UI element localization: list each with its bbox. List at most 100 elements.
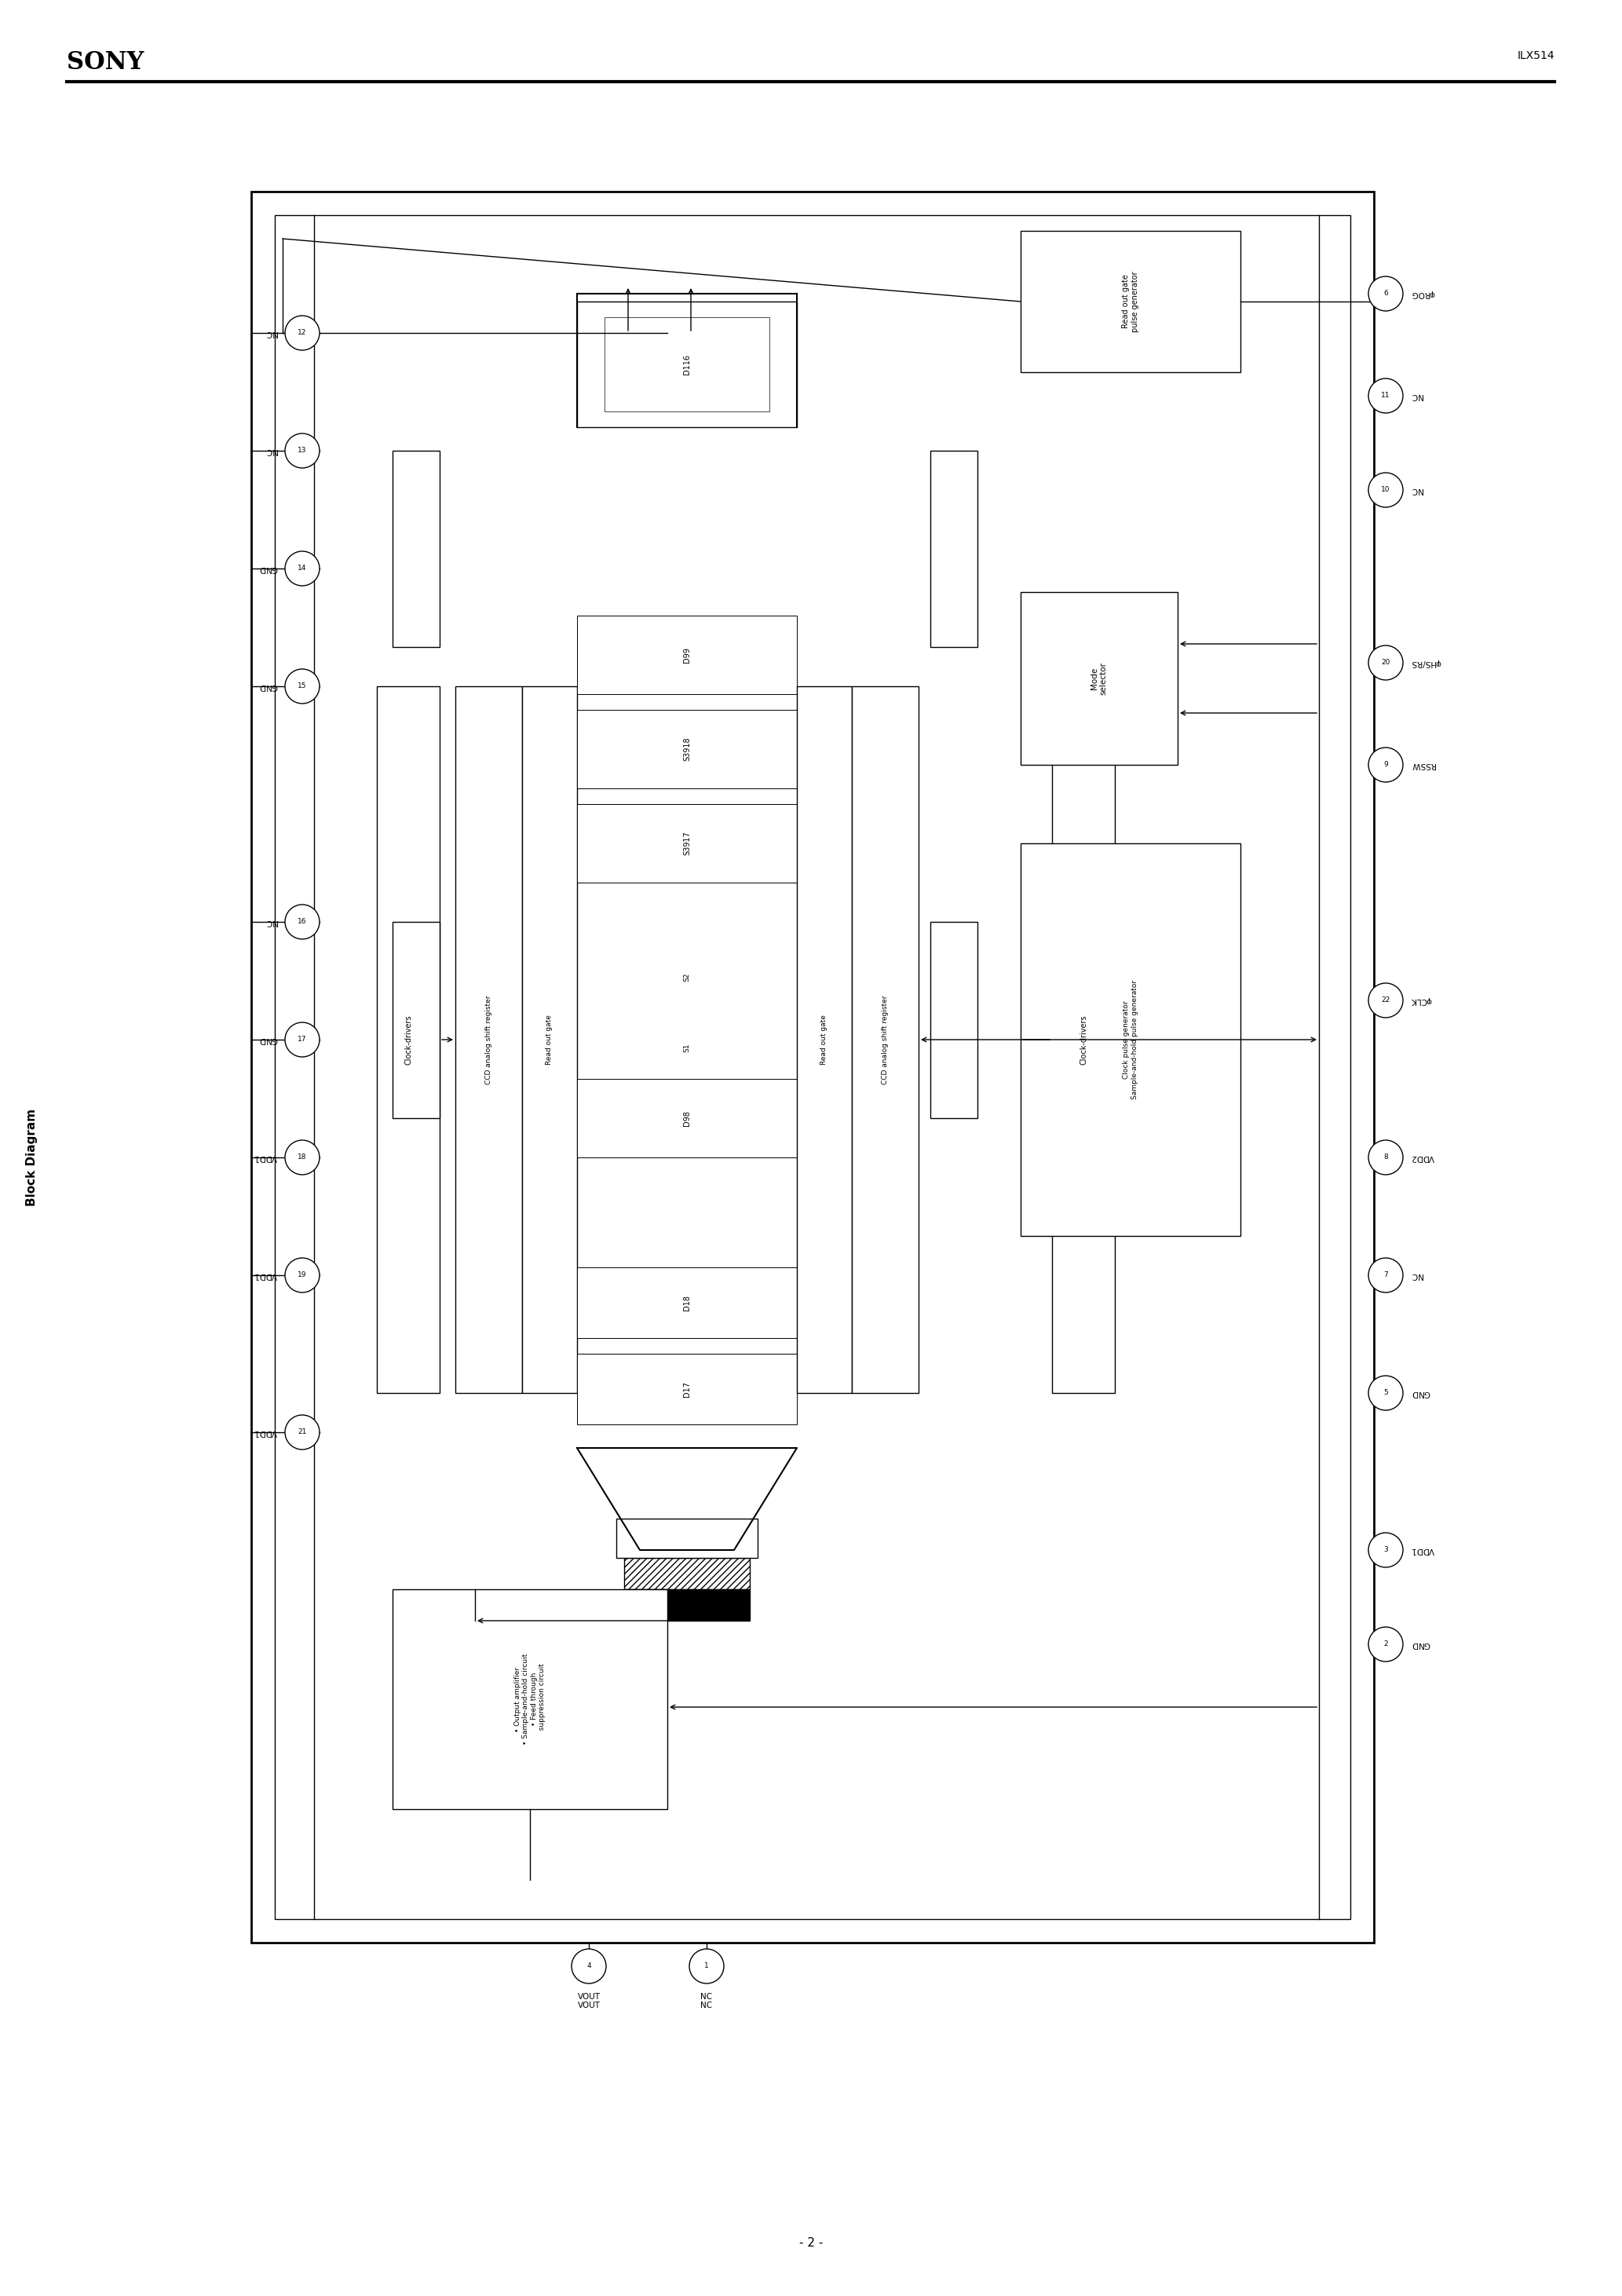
Circle shape [1369, 645, 1403, 680]
Bar [251, 191, 1374, 1942]
Bar [577, 709, 796, 788]
Text: ILX514: ILX514 [1517, 51, 1554, 62]
Text: 9: 9 [1384, 762, 1388, 769]
Text: 17: 17 [298, 1035, 307, 1042]
Text: 6: 6 [1384, 289, 1388, 296]
Text: 11: 11 [1382, 393, 1390, 400]
Text: VDD1: VDD1 [253, 1428, 277, 1437]
Text: D98: D98 [683, 1111, 691, 1125]
Text: 13: 13 [298, 448, 307, 455]
Bar [393, 923, 440, 1118]
Bar [624, 1589, 749, 1621]
Text: GND: GND [258, 1035, 277, 1045]
Text: 8: 8 [1384, 1155, 1388, 1162]
Text: D116: D116 [683, 354, 691, 374]
Text: D99: D99 [683, 647, 691, 664]
Circle shape [285, 1141, 320, 1176]
Circle shape [689, 1949, 723, 1984]
Text: GND: GND [258, 682, 277, 691]
Text: NC: NC [1411, 1272, 1422, 1279]
Bar [577, 1355, 796, 1424]
Bar [393, 1589, 667, 1809]
Bar [796, 687, 852, 1394]
Text: 1: 1 [704, 1963, 709, 1970]
Bar [1053, 687, 1114, 1394]
Text: Block Diagram: Block Diagram [26, 1109, 37, 1205]
Text: Clock pulse generator
Sample-and-hold pulse generator: Clock pulse generator Sample-and-hold pu… [1122, 980, 1139, 1100]
Bar [577, 1079, 796, 1157]
Text: • Output amplifier
• Sample-and-hold circuit
• Feed through
  suppression circui: • Output amplifier • Sample-and-hold cir… [514, 1653, 545, 1745]
Text: 4: 4 [587, 1963, 590, 1970]
Text: S3918: S3918 [683, 737, 691, 762]
Circle shape [285, 905, 320, 939]
Text: D17: D17 [683, 1382, 691, 1396]
Text: NC: NC [1411, 487, 1422, 494]
Circle shape [285, 668, 320, 703]
Text: 15: 15 [298, 682, 307, 689]
Circle shape [1369, 1375, 1403, 1410]
Text: GND: GND [258, 565, 277, 572]
Text: NC: NC [266, 328, 277, 338]
Text: NC: NC [266, 918, 277, 925]
Text: 16: 16 [298, 918, 307, 925]
Bar [1020, 843, 1241, 1235]
Text: 19: 19 [298, 1272, 307, 1279]
Bar [577, 804, 796, 882]
Circle shape [285, 434, 320, 468]
Text: 14: 14 [298, 565, 307, 572]
Circle shape [1369, 473, 1403, 507]
Circle shape [1369, 276, 1403, 310]
Text: S3917: S3917 [683, 831, 691, 856]
Text: 5: 5 [1384, 1389, 1388, 1396]
Text: NC: NC [1411, 393, 1422, 400]
Text: 7: 7 [1384, 1272, 1388, 1279]
Text: 20: 20 [1382, 659, 1390, 666]
Text: 12: 12 [298, 328, 307, 338]
Text: VDD1: VDD1 [253, 1272, 277, 1279]
Circle shape [1369, 379, 1403, 413]
Circle shape [285, 1258, 320, 1293]
Text: CCD analog shift register: CCD analog shift register [882, 994, 889, 1084]
Bar [393, 450, 440, 647]
Text: 2: 2 [1384, 1642, 1388, 1649]
Circle shape [285, 551, 320, 585]
Text: SONY: SONY [67, 51, 144, 73]
Circle shape [1369, 1628, 1403, 1662]
Text: φROG: φROG [1411, 289, 1434, 298]
Bar [1020, 592, 1178, 765]
Text: NC: NC [701, 2002, 712, 2009]
Circle shape [1369, 1258, 1403, 1293]
Text: NC: NC [701, 1993, 712, 2000]
Text: 21: 21 [298, 1428, 307, 1435]
Text: S1: S1 [683, 1042, 691, 1052]
Text: GND: GND [1411, 1389, 1429, 1396]
Bar [522, 687, 577, 1394]
Circle shape [1369, 983, 1403, 1017]
Bar [577, 1267, 796, 1339]
Text: Read out gate: Read out gate [547, 1015, 553, 1065]
Text: VDD1: VDD1 [253, 1153, 277, 1162]
Circle shape [571, 1949, 607, 1984]
Bar [852, 687, 918, 1394]
Circle shape [1369, 1141, 1403, 1176]
Circle shape [285, 1022, 320, 1056]
Bar [931, 923, 978, 1118]
Text: 3: 3 [1384, 1548, 1388, 1554]
Text: NC: NC [266, 448, 277, 455]
Circle shape [1369, 748, 1403, 783]
Text: VDD1: VDD1 [1411, 1545, 1434, 1554]
Text: S2: S2 [683, 971, 691, 980]
Text: Read out gate: Read out gate [821, 1015, 827, 1065]
Bar [456, 687, 522, 1394]
Bar [1020, 232, 1241, 372]
Circle shape [285, 1414, 320, 1449]
Bar [376, 687, 440, 1394]
Bar [624, 1559, 749, 1589]
Text: φHS/RS: φHS/RS [1411, 659, 1440, 666]
Text: 22: 22 [1382, 996, 1390, 1003]
Text: 10: 10 [1382, 487, 1390, 494]
Bar [605, 317, 769, 411]
Text: Clock-drivers: Clock-drivers [404, 1015, 412, 1065]
Bar [274, 216, 1351, 1919]
Text: GND: GND [1411, 1639, 1429, 1649]
